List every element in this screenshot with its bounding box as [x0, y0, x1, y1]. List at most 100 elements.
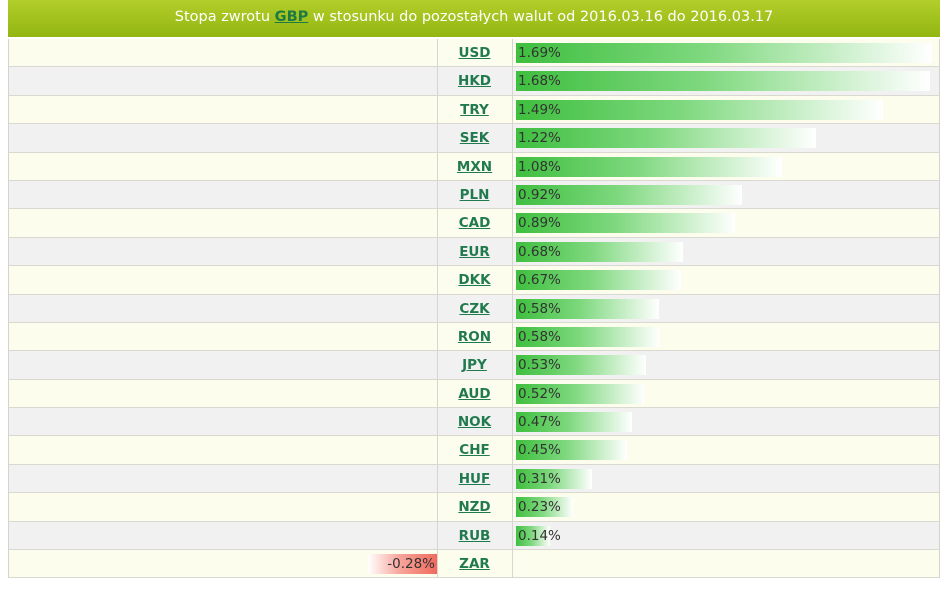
bar-dkk [516, 270, 681, 291]
currency-link-mxn[interactable]: MXN [456, 158, 493, 175]
value-label-hkd: 1.68% [518, 73, 561, 90]
negative-cell [9, 266, 438, 294]
negative-cell [9, 294, 438, 322]
positive-cell: 0.67% [516, 266, 941, 293]
currency-link-zar[interactable]: ZAR [459, 556, 490, 573]
table-row: DKK 0.67% [8, 266, 941, 295]
positive-cell: 0.14% [516, 522, 941, 549]
value-label-mxn: 1.08% [518, 158, 561, 175]
value-label-zar: -0.28% [387, 556, 435, 573]
currency-code-cell: SEK [437, 124, 513, 152]
currency-link-ron[interactable]: RON [457, 328, 492, 345]
bar-sek [516, 128, 817, 149]
value-label-ron: 0.58% [518, 328, 561, 345]
currency-link-pln[interactable]: PLN [459, 186, 490, 203]
currency-link-huf[interactable]: HUF [458, 470, 491, 487]
currency-code-cell: CZK [437, 294, 513, 322]
currency-code-cell: RUB [437, 521, 513, 550]
currency-link-nzd[interactable]: NZD [458, 499, 491, 516]
value-label-aud: 0.52% [518, 385, 561, 402]
table-row: CAD 0.89% [8, 209, 941, 238]
currency-link-nok[interactable]: NOK [457, 414, 492, 431]
table-row: JPY 0.53% [8, 351, 941, 380]
header-prefix: Stopa zwrotu [174, 9, 271, 25]
value-label-cad: 0.89% [518, 215, 561, 232]
table-row: SEK 1.22% [8, 124, 941, 153]
base-currency-link[interactable]: GBP [274, 9, 309, 25]
negative-cell [9, 95, 438, 124]
table-row: -0.28% ZAR [8, 550, 941, 579]
return-table: Stopa zwrotu GBP w stosunku do pozostały… [8, 0, 940, 593]
bar-usd [516, 43, 932, 63]
negative-cell [9, 408, 438, 436]
currency-link-usd[interactable]: USD [458, 45, 491, 61]
value-label-czk: 0.58% [518, 300, 561, 317]
bar-ron [516, 326, 659, 347]
negative-cell [9, 493, 438, 521]
currency-link-rub[interactable]: RUB [458, 527, 491, 544]
positive-cell: 0.23% [516, 493, 941, 520]
bar-aud [516, 383, 644, 404]
positive-cell: 0.47% [516, 408, 941, 435]
table-row: HKD 1.68% [8, 67, 940, 96]
currency-code-cell: EUR [437, 237, 513, 266]
table-row: EUR 0.68% [8, 237, 941, 267]
value-label-rub: 0.14% [518, 527, 561, 544]
positive-cell: 0.92% [516, 181, 941, 208]
currency-link-sek[interactable]: SEK [459, 130, 490, 147]
positive-cell [516, 550, 941, 577]
positive-cell: 0.45% [516, 436, 941, 463]
negative-cell [9, 322, 438, 351]
negative-cell [9, 464, 438, 493]
table-row: MXN 1.08% [8, 152, 941, 181]
currency-code-cell: NZD [437, 493, 513, 521]
bar-nok [516, 412, 632, 433]
table-row: AUD 0.52% [8, 379, 940, 409]
positive-cell: 0.89% [516, 209, 941, 236]
positive-cell: 1.22% [516, 124, 941, 151]
positive-cell: 1.08% [516, 153, 941, 180]
bar-cad [516, 213, 736, 234]
positive-cell: 0.58% [516, 295, 941, 322]
negative-cell [9, 521, 438, 550]
negative-cell [9, 237, 438, 266]
positive-cell: 0.31% [516, 465, 941, 492]
table-row: NOK 0.47% [8, 408, 941, 437]
negative-cell [9, 124, 438, 152]
negative-cell [9, 152, 438, 180]
currency-code-cell: USD [437, 39, 513, 67]
currency-code-cell: RON [437, 322, 513, 351]
value-label-try: 1.49% [518, 101, 561, 118]
currency-link-chf[interactable]: CHF [459, 442, 490, 459]
negative-cell: -0.28% [9, 550, 438, 578]
value-label-dkk: 0.67% [518, 272, 561, 289]
bar-zar [368, 554, 437, 575]
bar-jpy [516, 355, 647, 376]
currency-link-aud[interactable]: AUD [458, 385, 491, 402]
bar-try [516, 99, 883, 120]
currency-link-try[interactable]: TRY [460, 101, 489, 118]
currency-link-dkk[interactable]: DKK [458, 272, 491, 289]
table-row: CZK 0.58% [8, 294, 941, 323]
value-label-sek: 1.22% [518, 130, 561, 147]
currency-link-czk[interactable]: CZK [459, 300, 490, 317]
value-label-chf: 0.45% [518, 442, 561, 459]
negative-cell [9, 379, 438, 408]
negative-cell [9, 180, 438, 209]
currency-code-cell: JPY [437, 351, 513, 379]
currency-link-jpy[interactable]: JPY [462, 357, 487, 374]
table-row: CHF 0.45% [8, 436, 941, 465]
table-row: RON 0.58% [8, 322, 940, 352]
currency-link-hkd[interactable]: HKD [458, 73, 491, 90]
currency-code-cell: CHF [437, 436, 513, 464]
positive-cell: 0.68% [516, 238, 941, 265]
bar-mxn [516, 156, 782, 177]
negative-cell [9, 436, 438, 464]
currency-code-cell: HUF [437, 464, 513, 493]
currency-code-cell: HKD [437, 67, 513, 95]
currency-link-eur[interactable]: EUR [459, 243, 490, 260]
currency-rows: USD 1.69% HKD 1.68% TRY 1.49% SEK 1.22% MXN 1.08%… [8, 39, 941, 579]
bar-nzd [516, 497, 573, 518]
currency-link-cad[interactable]: CAD [458, 215, 491, 232]
positive-cell: 0.53% [516, 351, 941, 378]
